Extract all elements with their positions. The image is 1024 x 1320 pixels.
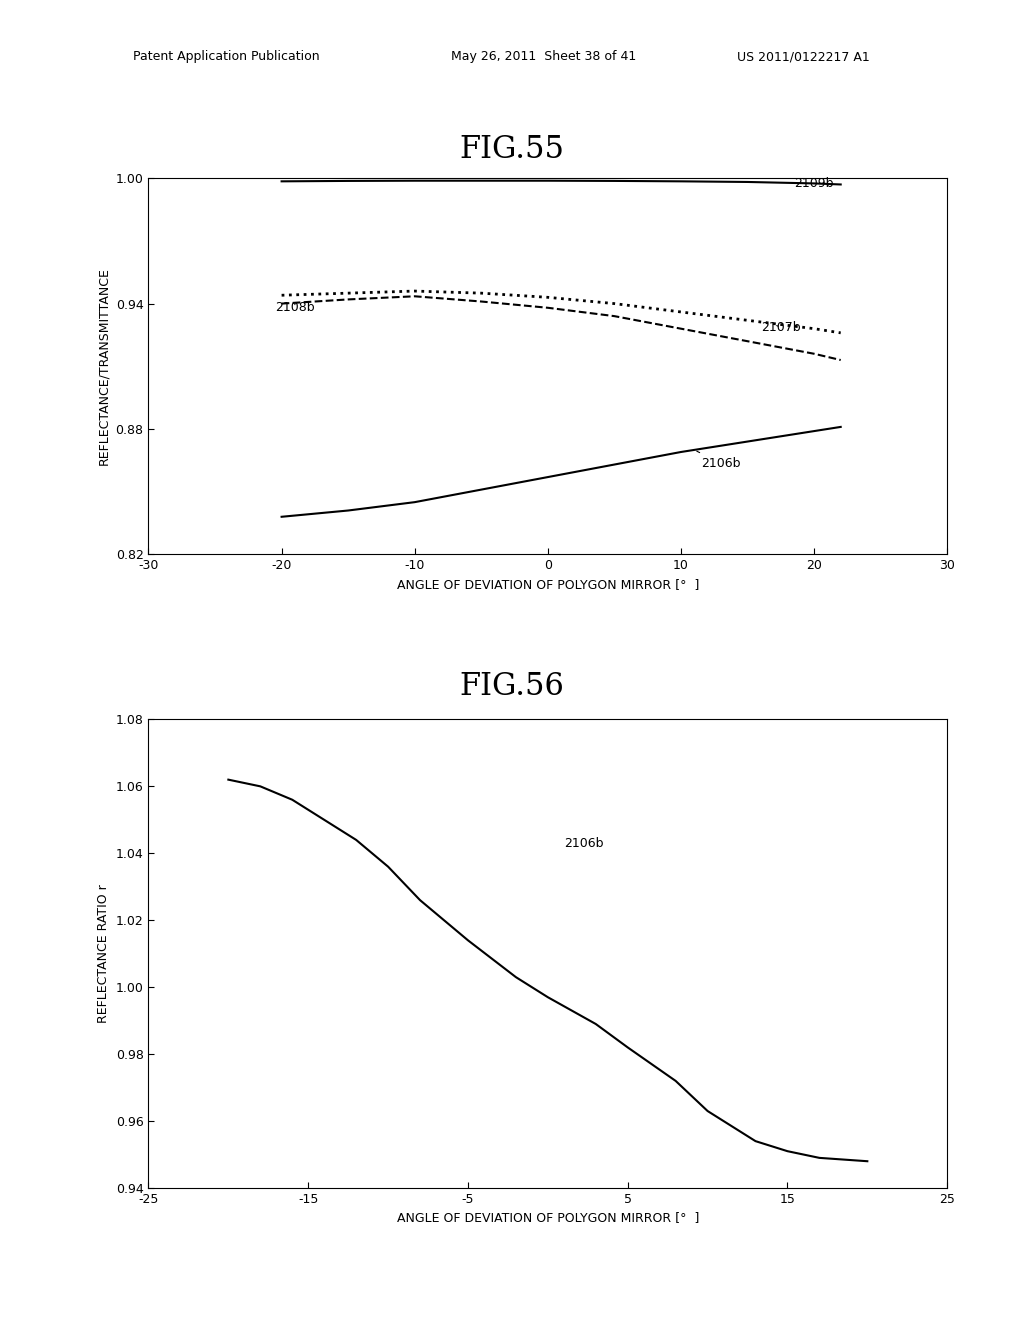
Text: 2108b: 2108b — [274, 301, 314, 314]
Text: 2109b: 2109b — [795, 177, 834, 190]
Text: May 26, 2011  Sheet 38 of 41: May 26, 2011 Sheet 38 of 41 — [451, 50, 636, 63]
Y-axis label: REFLECTANCE RATIO r: REFLECTANCE RATIO r — [97, 884, 111, 1023]
Text: FIG.55: FIG.55 — [460, 135, 564, 165]
Y-axis label: REFLECTANCE/TRANSMITTANCE: REFLECTANCE/TRANSMITTANCE — [97, 268, 110, 465]
X-axis label: ANGLE OF DEVIATION OF POLYGON MIRROR [°  ]: ANGLE OF DEVIATION OF POLYGON MIRROR [° … — [396, 578, 699, 591]
Text: Patent Application Publication: Patent Application Publication — [133, 50, 319, 63]
Text: FIG.56: FIG.56 — [460, 672, 564, 702]
Text: 2106b: 2106b — [696, 451, 740, 470]
X-axis label: ANGLE OF DEVIATION OF POLYGON MIRROR [°  ]: ANGLE OF DEVIATION OF POLYGON MIRROR [° … — [396, 1212, 699, 1225]
Text: 2107b: 2107b — [761, 321, 801, 334]
Text: 2106b: 2106b — [564, 837, 603, 850]
Text: US 2011/0122217 A1: US 2011/0122217 A1 — [737, 50, 870, 63]
